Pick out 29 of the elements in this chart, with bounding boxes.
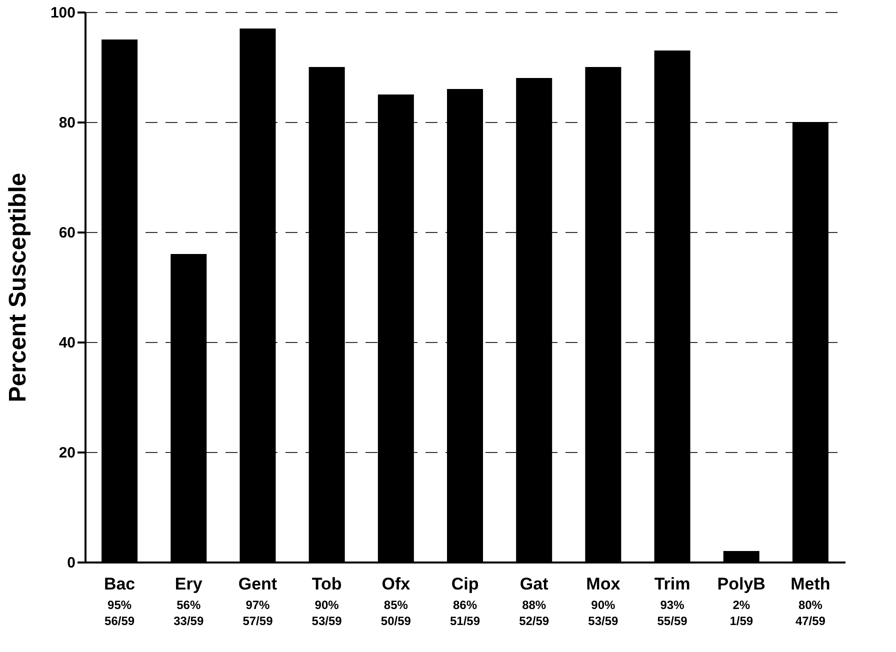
data-label: 95% 56/59 — [104, 598, 135, 628]
data-label: 93% 55/59 — [657, 598, 688, 628]
x-tick-label: Tob — [312, 574, 342, 594]
x-tick-label: Gat — [520, 574, 549, 594]
x-tick-label: Cip — [451, 574, 479, 594]
data-label: 86% 51/59 — [450, 598, 480, 628]
x-tick-label: Meth — [790, 574, 830, 594]
x-tick-label: Gent — [238, 574, 278, 594]
data-label: 56% 33/59 — [174, 598, 204, 628]
y-tick-label: 60 — [58, 224, 76, 242]
x-tick-label: Trim — [654, 574, 690, 594]
data-label: 97% 57/59 — [242, 598, 274, 628]
y-tick-label: 100 — [50, 4, 76, 22]
data-label: 90% 53/59 — [312, 598, 342, 628]
data-label: 80% 47/59 — [795, 598, 826, 628]
y-axis-title: Percent Susceptible — [4, 172, 32, 402]
y-tick-label: 80 — [58, 114, 76, 132]
x-tick-label: PolyB — [717, 574, 766, 594]
x-tick-label: Mox — [586, 574, 621, 594]
x-tick-label: Bac — [104, 574, 136, 594]
y-tick-label: 20 — [58, 444, 76, 462]
data-label: 85% 50/59 — [380, 598, 412, 628]
x-tick-label: Ofx — [382, 574, 411, 594]
y-tick-label: 0 — [67, 554, 76, 572]
y-tick-label: 40 — [58, 334, 76, 352]
x-tick-label: Ery — [174, 574, 203, 594]
data-label: 2% 1/59 — [730, 598, 754, 628]
data-label: 90% 53/59 — [588, 598, 619, 628]
data-label: 88% 52/59 — [519, 598, 550, 628]
